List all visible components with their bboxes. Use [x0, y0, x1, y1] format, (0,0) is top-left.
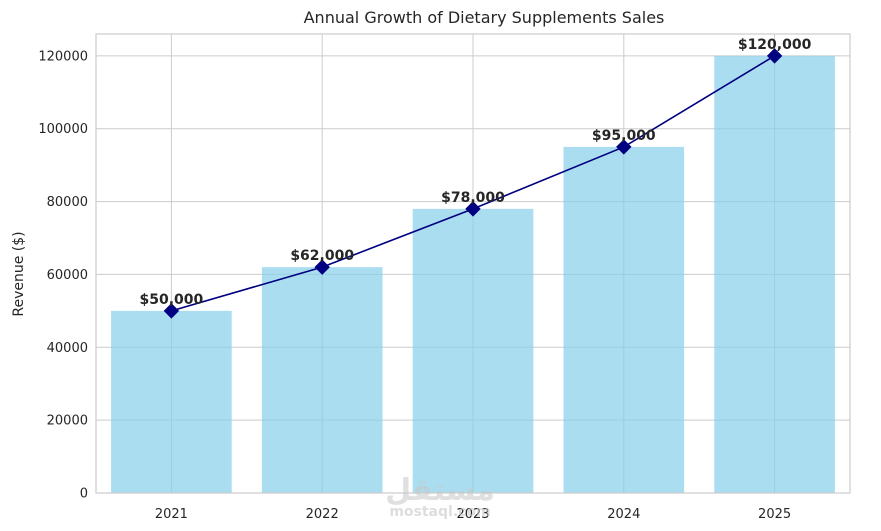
- watermark-arabic: مستقل: [385, 473, 495, 508]
- bars: [111, 55, 835, 493]
- bar: [111, 310, 232, 493]
- y-axis-label: Revenue ($): [11, 231, 27, 316]
- data-label: $78,000: [441, 190, 505, 206]
- line-marker: [314, 259, 330, 275]
- data-label: $62,000: [290, 248, 354, 264]
- y-tick-label: 120000: [38, 49, 88, 64]
- y-tick-label: 80000: [47, 195, 88, 210]
- x-tick-label: 2025: [758, 507, 791, 522]
- x-tick-label: 2024: [607, 507, 640, 522]
- plot-frame: [95, 33, 851, 494]
- data-label: $50,000: [140, 292, 204, 308]
- y-tick-label: 40000: [47, 341, 88, 356]
- y-tick-label: 100000: [38, 122, 88, 137]
- y-tick-label: 0: [80, 487, 88, 502]
- trend-line-group: [163, 48, 783, 319]
- line-marker: [616, 139, 632, 155]
- bar: [714, 55, 835, 493]
- line-marker: [766, 48, 783, 64]
- line-marker: [163, 303, 180, 319]
- y-tick-label: 60000: [47, 268, 88, 283]
- y-tick-label: 20000: [47, 414, 88, 429]
- data-labels: $50,000 $62,000 $78,000 $95,000 $120,000: [140, 37, 812, 308]
- x-tick-label: 2021: [155, 507, 188, 522]
- bar: [261, 267, 383, 493]
- watermark: مستقل mostaql.com: [385, 473, 495, 520]
- watermark-latin: mostaql.com: [389, 504, 490, 520]
- bar: [563, 146, 685, 493]
- chart-title: Annual Growth of Dietary Supplements Sal…: [304, 8, 665, 27]
- line-marker: [465, 201, 481, 217]
- bar: [412, 208, 534, 493]
- x-tick-label: 2022: [306, 507, 339, 522]
- x-tick-label: 2023: [456, 507, 489, 522]
- data-label: $120,000: [738, 37, 812, 53]
- axes: 0 20000 40000 60000 80000 100000 120000 2021 202…: [38, 33, 851, 522]
- data-label: $95,000: [592, 128, 656, 144]
